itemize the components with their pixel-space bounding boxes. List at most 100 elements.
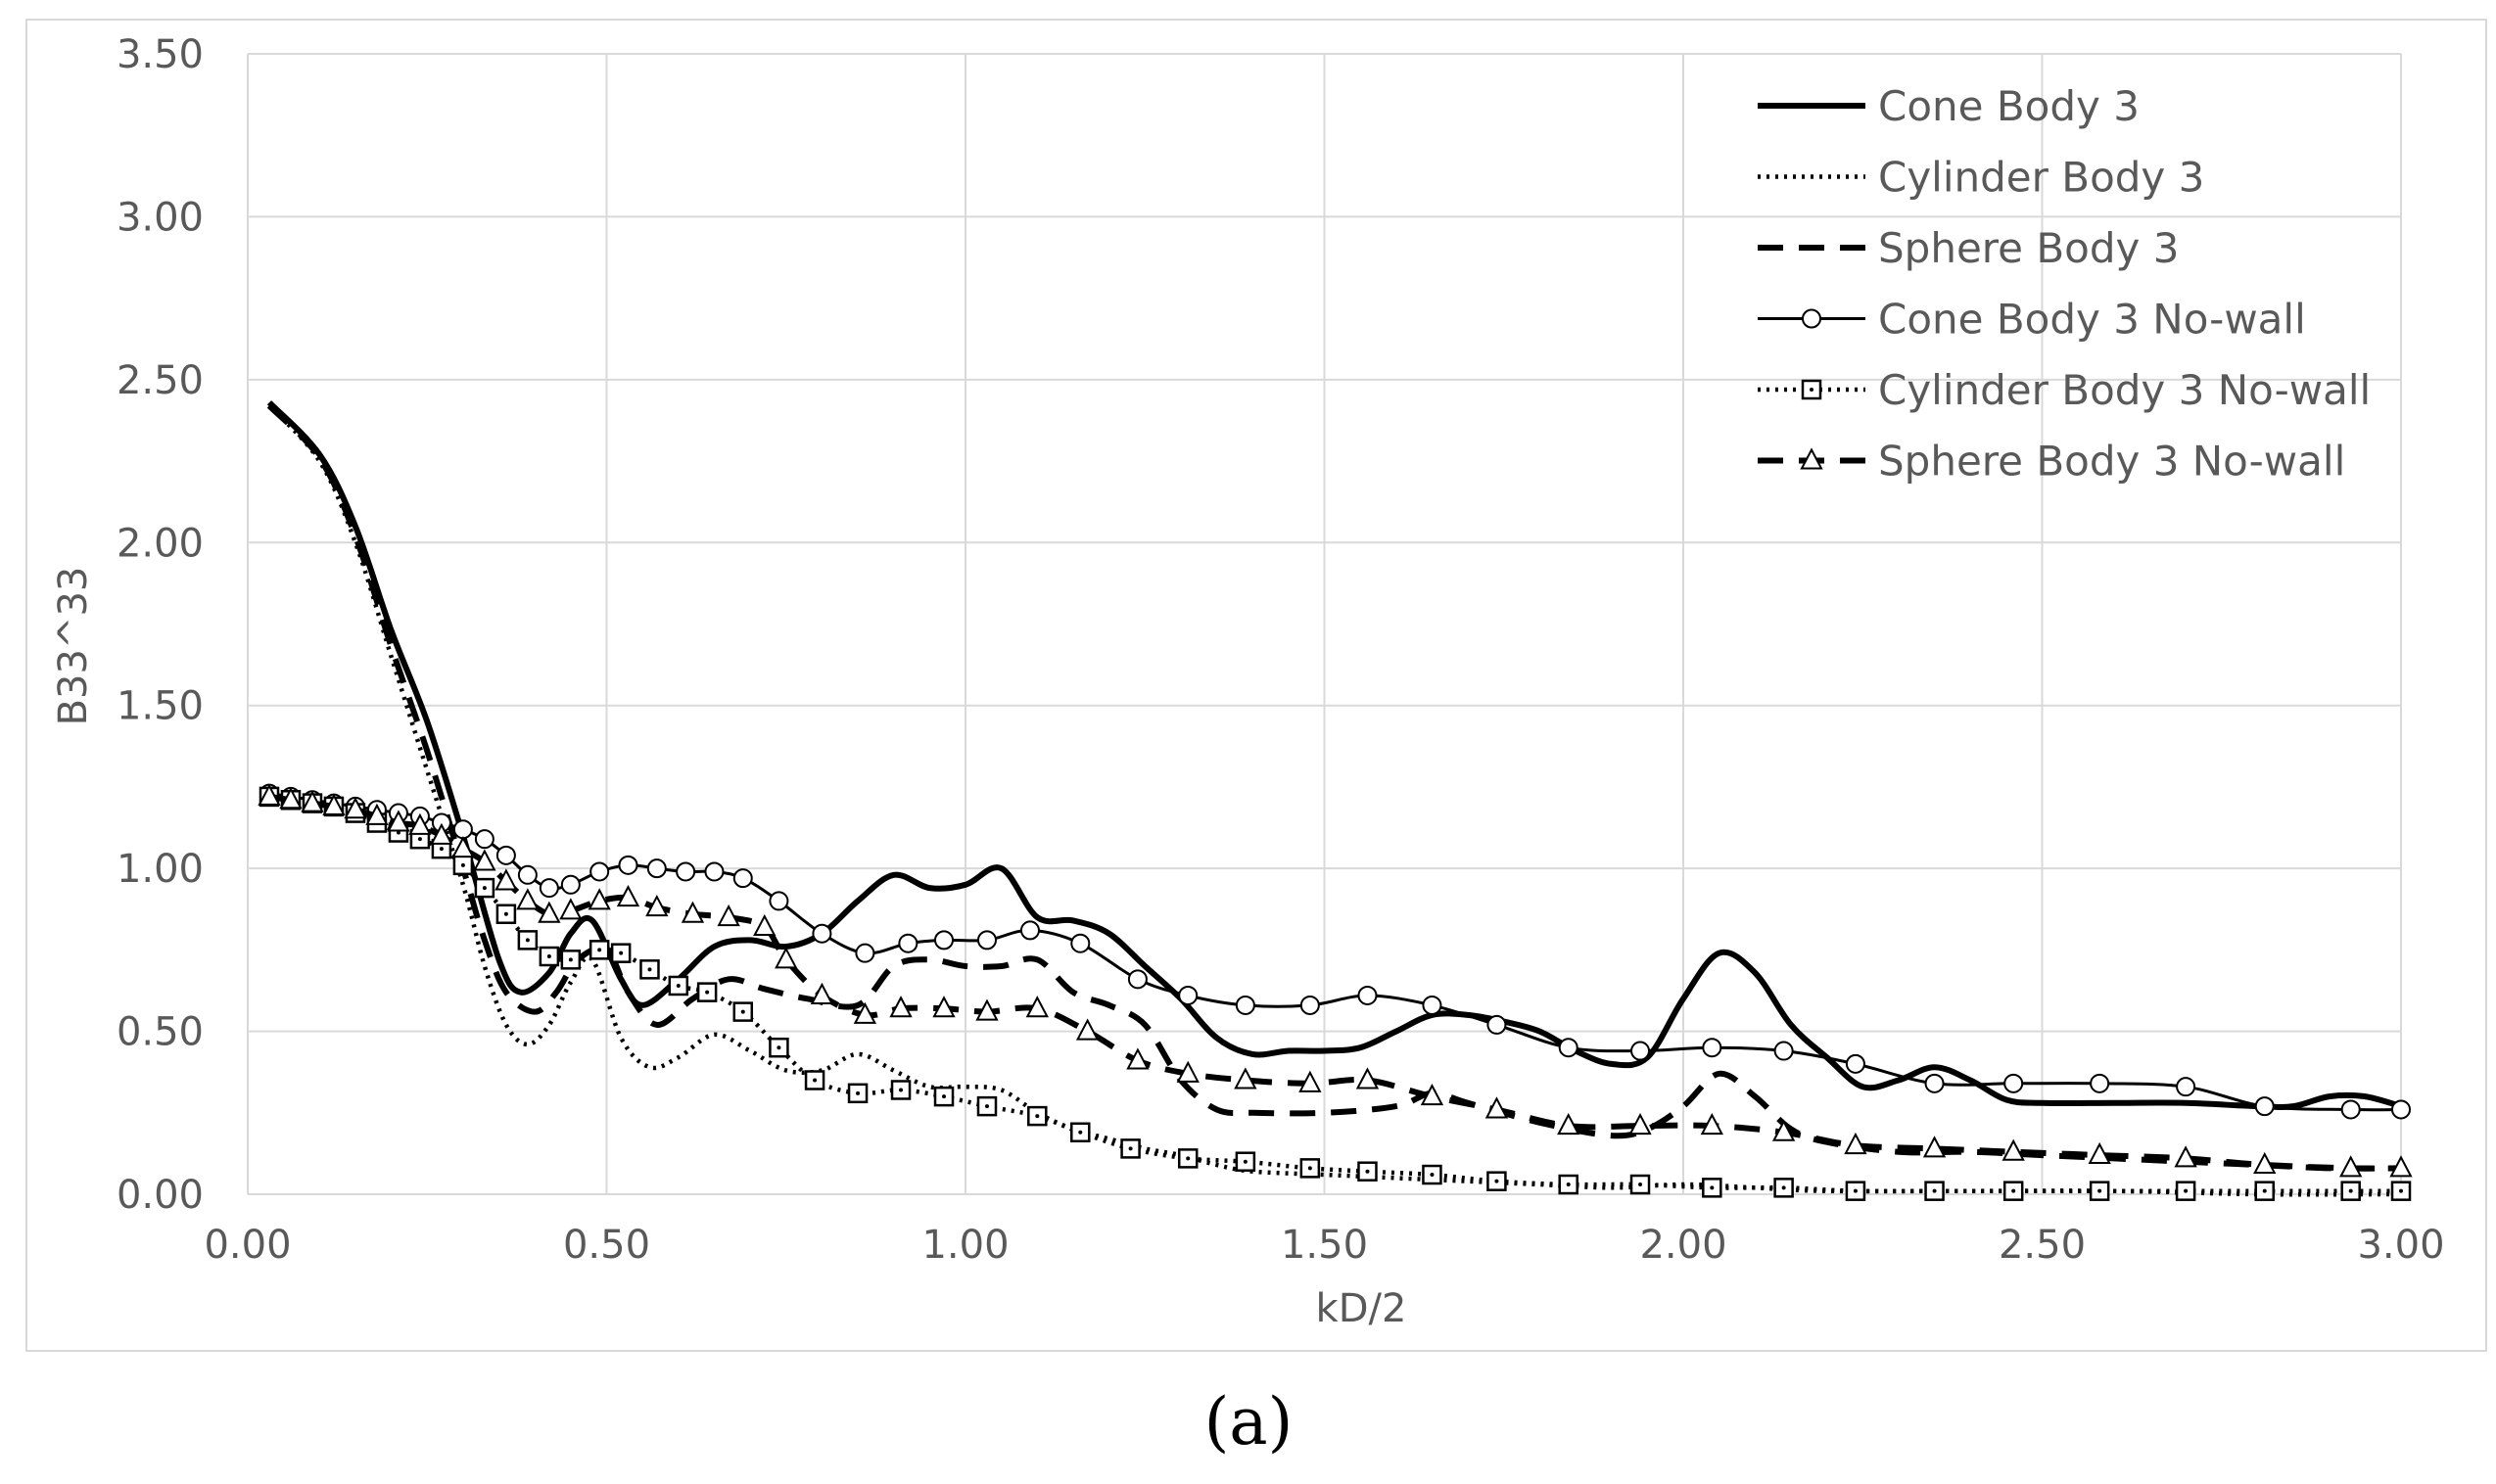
data-point bbox=[495, 845, 516, 865]
data-point-dot bbox=[1128, 1146, 1133, 1151]
data-point-dot bbox=[1853, 1188, 1858, 1193]
data-point-dot bbox=[1186, 1156, 1191, 1161]
data-point bbox=[494, 868, 518, 891]
data-point bbox=[1922, 1136, 1947, 1158]
data-point bbox=[775, 947, 798, 969]
data-point bbox=[538, 901, 561, 923]
legend-swatch-marker bbox=[1802, 308, 1821, 329]
x-tick-label: 1.50 bbox=[1281, 1223, 1368, 1268]
legend-entry: Cylinder Body 3 bbox=[1758, 154, 2204, 202]
data-point bbox=[889, 996, 913, 1018]
data-point bbox=[1630, 1041, 1651, 1061]
data-point bbox=[1070, 933, 1091, 953]
legend-entry: Cone Body 3 bbox=[1758, 82, 2140, 130]
data-point-dot bbox=[2262, 1188, 2267, 1193]
data-point bbox=[1127, 969, 1148, 990]
legend-label: Cylinder Body 3 bbox=[1878, 154, 2204, 202]
legend-label: Cylinder Body 3 No-wall bbox=[1878, 366, 2371, 414]
legend-label: Sphere Body 3 No-wall bbox=[1878, 438, 2345, 486]
data-point-dot bbox=[899, 1088, 904, 1092]
data-point-dot bbox=[1078, 1130, 1083, 1135]
data-point bbox=[560, 874, 581, 895]
data-point bbox=[322, 793, 346, 815]
data-point bbox=[279, 787, 303, 810]
data-point bbox=[1558, 1038, 1578, 1058]
data-point bbox=[2003, 1073, 2024, 1093]
data-point-dot bbox=[1710, 1185, 1715, 1190]
data-point bbox=[1844, 1132, 1867, 1155]
data-point bbox=[408, 812, 432, 835]
data-point bbox=[769, 891, 789, 911]
data-point-dot bbox=[568, 957, 573, 962]
x-tick-label: 2.00 bbox=[1639, 1223, 1726, 1268]
data-point bbox=[2391, 1099, 2411, 1120]
data-point bbox=[1484, 1096, 1509, 1119]
data-point bbox=[1557, 1112, 1580, 1136]
data-point-dot bbox=[503, 911, 508, 916]
data-point-dot bbox=[2011, 1188, 2016, 1193]
data-point bbox=[539, 878, 559, 899]
data-point bbox=[1025, 996, 1049, 1018]
data-point bbox=[1702, 1038, 1722, 1058]
data-point bbox=[1075, 1018, 1100, 1041]
data-point bbox=[473, 849, 496, 871]
data-point bbox=[646, 858, 667, 879]
data-point-dot bbox=[1365, 1169, 1370, 1174]
data-point bbox=[1299, 995, 1320, 1015]
data-point-dot bbox=[2097, 1188, 2102, 1193]
series-5 bbox=[259, 786, 2412, 1201]
data-point bbox=[932, 996, 956, 1018]
data-point bbox=[588, 888, 611, 910]
legend-entry: Cylinder Body 3 No-wall bbox=[1758, 366, 2371, 414]
data-point bbox=[2340, 1099, 2361, 1120]
y-tick-label: 1.00 bbox=[117, 847, 204, 892]
data-point bbox=[559, 898, 583, 920]
data-point bbox=[810, 982, 834, 1004]
data-point bbox=[1235, 995, 1255, 1015]
data-point-dot bbox=[439, 847, 444, 852]
data-point bbox=[812, 923, 832, 944]
data-point-dot bbox=[1638, 1183, 1643, 1187]
data-point-dot bbox=[1035, 1114, 1040, 1119]
data-point bbox=[589, 861, 610, 882]
data-point-dot bbox=[856, 1090, 861, 1095]
data-point bbox=[717, 904, 740, 927]
data-point bbox=[616, 884, 640, 907]
plot-series bbox=[258, 400, 2413, 1201]
y-tick-label: 1.50 bbox=[117, 684, 204, 729]
data-point-dot bbox=[1566, 1183, 1571, 1187]
data-point-dot bbox=[984, 1104, 989, 1109]
data-point bbox=[1234, 1067, 1257, 1090]
data-point-dot bbox=[525, 938, 530, 943]
data-point bbox=[681, 901, 705, 923]
data-point-dot bbox=[1307, 1166, 1312, 1171]
data-point bbox=[1486, 1014, 1507, 1035]
y-tick-label: 3.00 bbox=[117, 195, 204, 240]
data-point bbox=[1845, 1053, 1865, 1074]
data-point bbox=[618, 855, 638, 875]
data-point bbox=[1019, 920, 1040, 941]
data-point bbox=[855, 943, 875, 963]
data-point-dot bbox=[647, 967, 652, 972]
data-point bbox=[517, 864, 538, 885]
data-point bbox=[2253, 1151, 2277, 1175]
legend-entry: Sphere Body 3 No-wall bbox=[1758, 438, 2345, 486]
data-point bbox=[934, 930, 955, 951]
data-point bbox=[2176, 1077, 2196, 1097]
legend-label: Cone Body 3 bbox=[1878, 82, 2140, 130]
data-point bbox=[1700, 1112, 1723, 1136]
data-point-dot bbox=[813, 1078, 818, 1083]
data-point-dot bbox=[2399, 1188, 2403, 1193]
data-point bbox=[732, 868, 753, 889]
data-point-dot bbox=[597, 948, 602, 952]
data-point bbox=[1420, 1083, 1444, 1106]
data-point bbox=[2174, 1145, 2197, 1168]
x-tick-label: 1.00 bbox=[921, 1223, 1009, 1268]
x-tick-label: 2.50 bbox=[1999, 1223, 2086, 1268]
legend-label: Cone Body 3 No-wall bbox=[1878, 296, 2306, 344]
legend: Cone Body 3 Cylinder Body 3 Sphere Body 3 C… bbox=[1758, 82, 2371, 486]
data-point bbox=[676, 861, 696, 882]
data-point-dot bbox=[546, 954, 551, 959]
data-point bbox=[1355, 1067, 1380, 1090]
